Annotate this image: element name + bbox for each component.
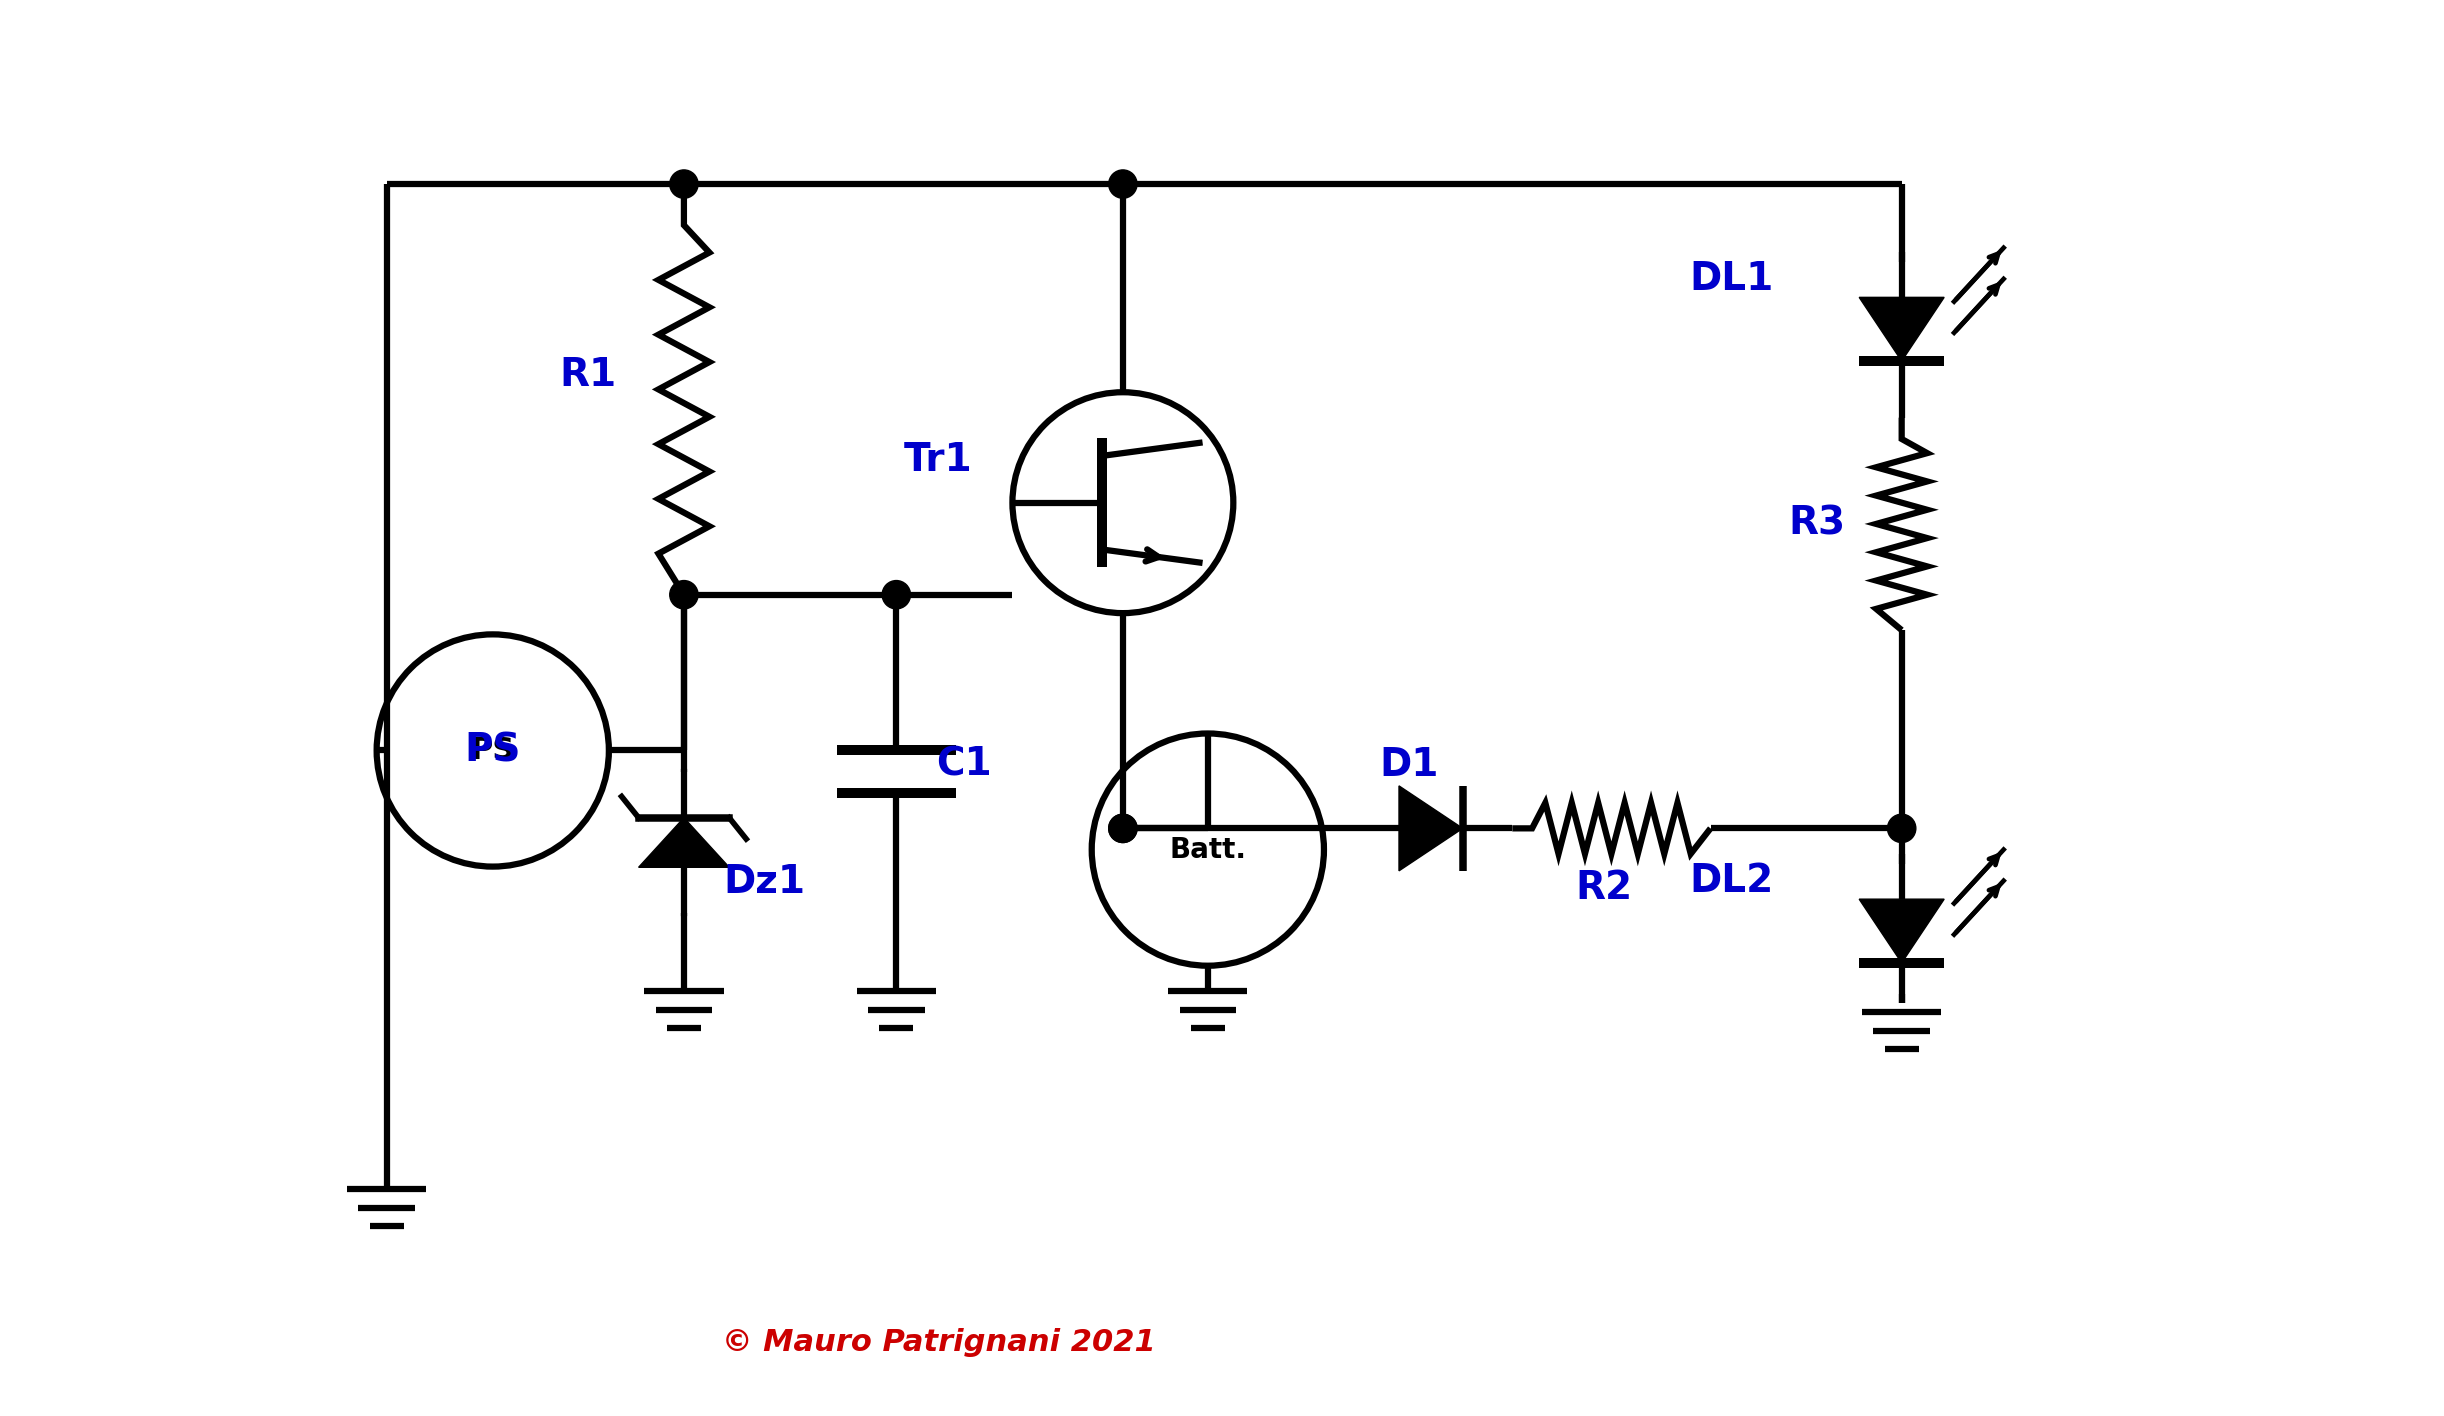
Text: R1: R1	[560, 357, 616, 394]
Circle shape	[670, 170, 699, 198]
Text: PS: PS	[472, 736, 516, 765]
Polygon shape	[638, 818, 728, 867]
Text: R3: R3	[1789, 506, 1845, 542]
Circle shape	[1110, 814, 1136, 843]
Circle shape	[882, 581, 912, 609]
Text: C1: C1	[936, 746, 992, 783]
Polygon shape	[1398, 786, 1462, 871]
Text: PS: PS	[464, 732, 521, 769]
Circle shape	[1887, 814, 1916, 843]
Text: Batt.: Batt.	[1168, 835, 1246, 864]
Text: © Mauro Patrignani 2021: © Mauro Patrignani 2021	[721, 1328, 1156, 1357]
Text: Dz1: Dz1	[723, 864, 807, 901]
Circle shape	[1110, 814, 1136, 843]
Text: D1: D1	[1378, 746, 1440, 783]
Circle shape	[670, 581, 699, 609]
Polygon shape	[1860, 297, 1943, 361]
Text: DL1: DL1	[1689, 261, 1774, 297]
Text: Tr1: Tr1	[904, 442, 973, 479]
Text: DL2: DL2	[1689, 862, 1774, 899]
Circle shape	[1110, 170, 1136, 198]
Polygon shape	[1860, 899, 1943, 963]
Text: R2: R2	[1576, 869, 1633, 906]
